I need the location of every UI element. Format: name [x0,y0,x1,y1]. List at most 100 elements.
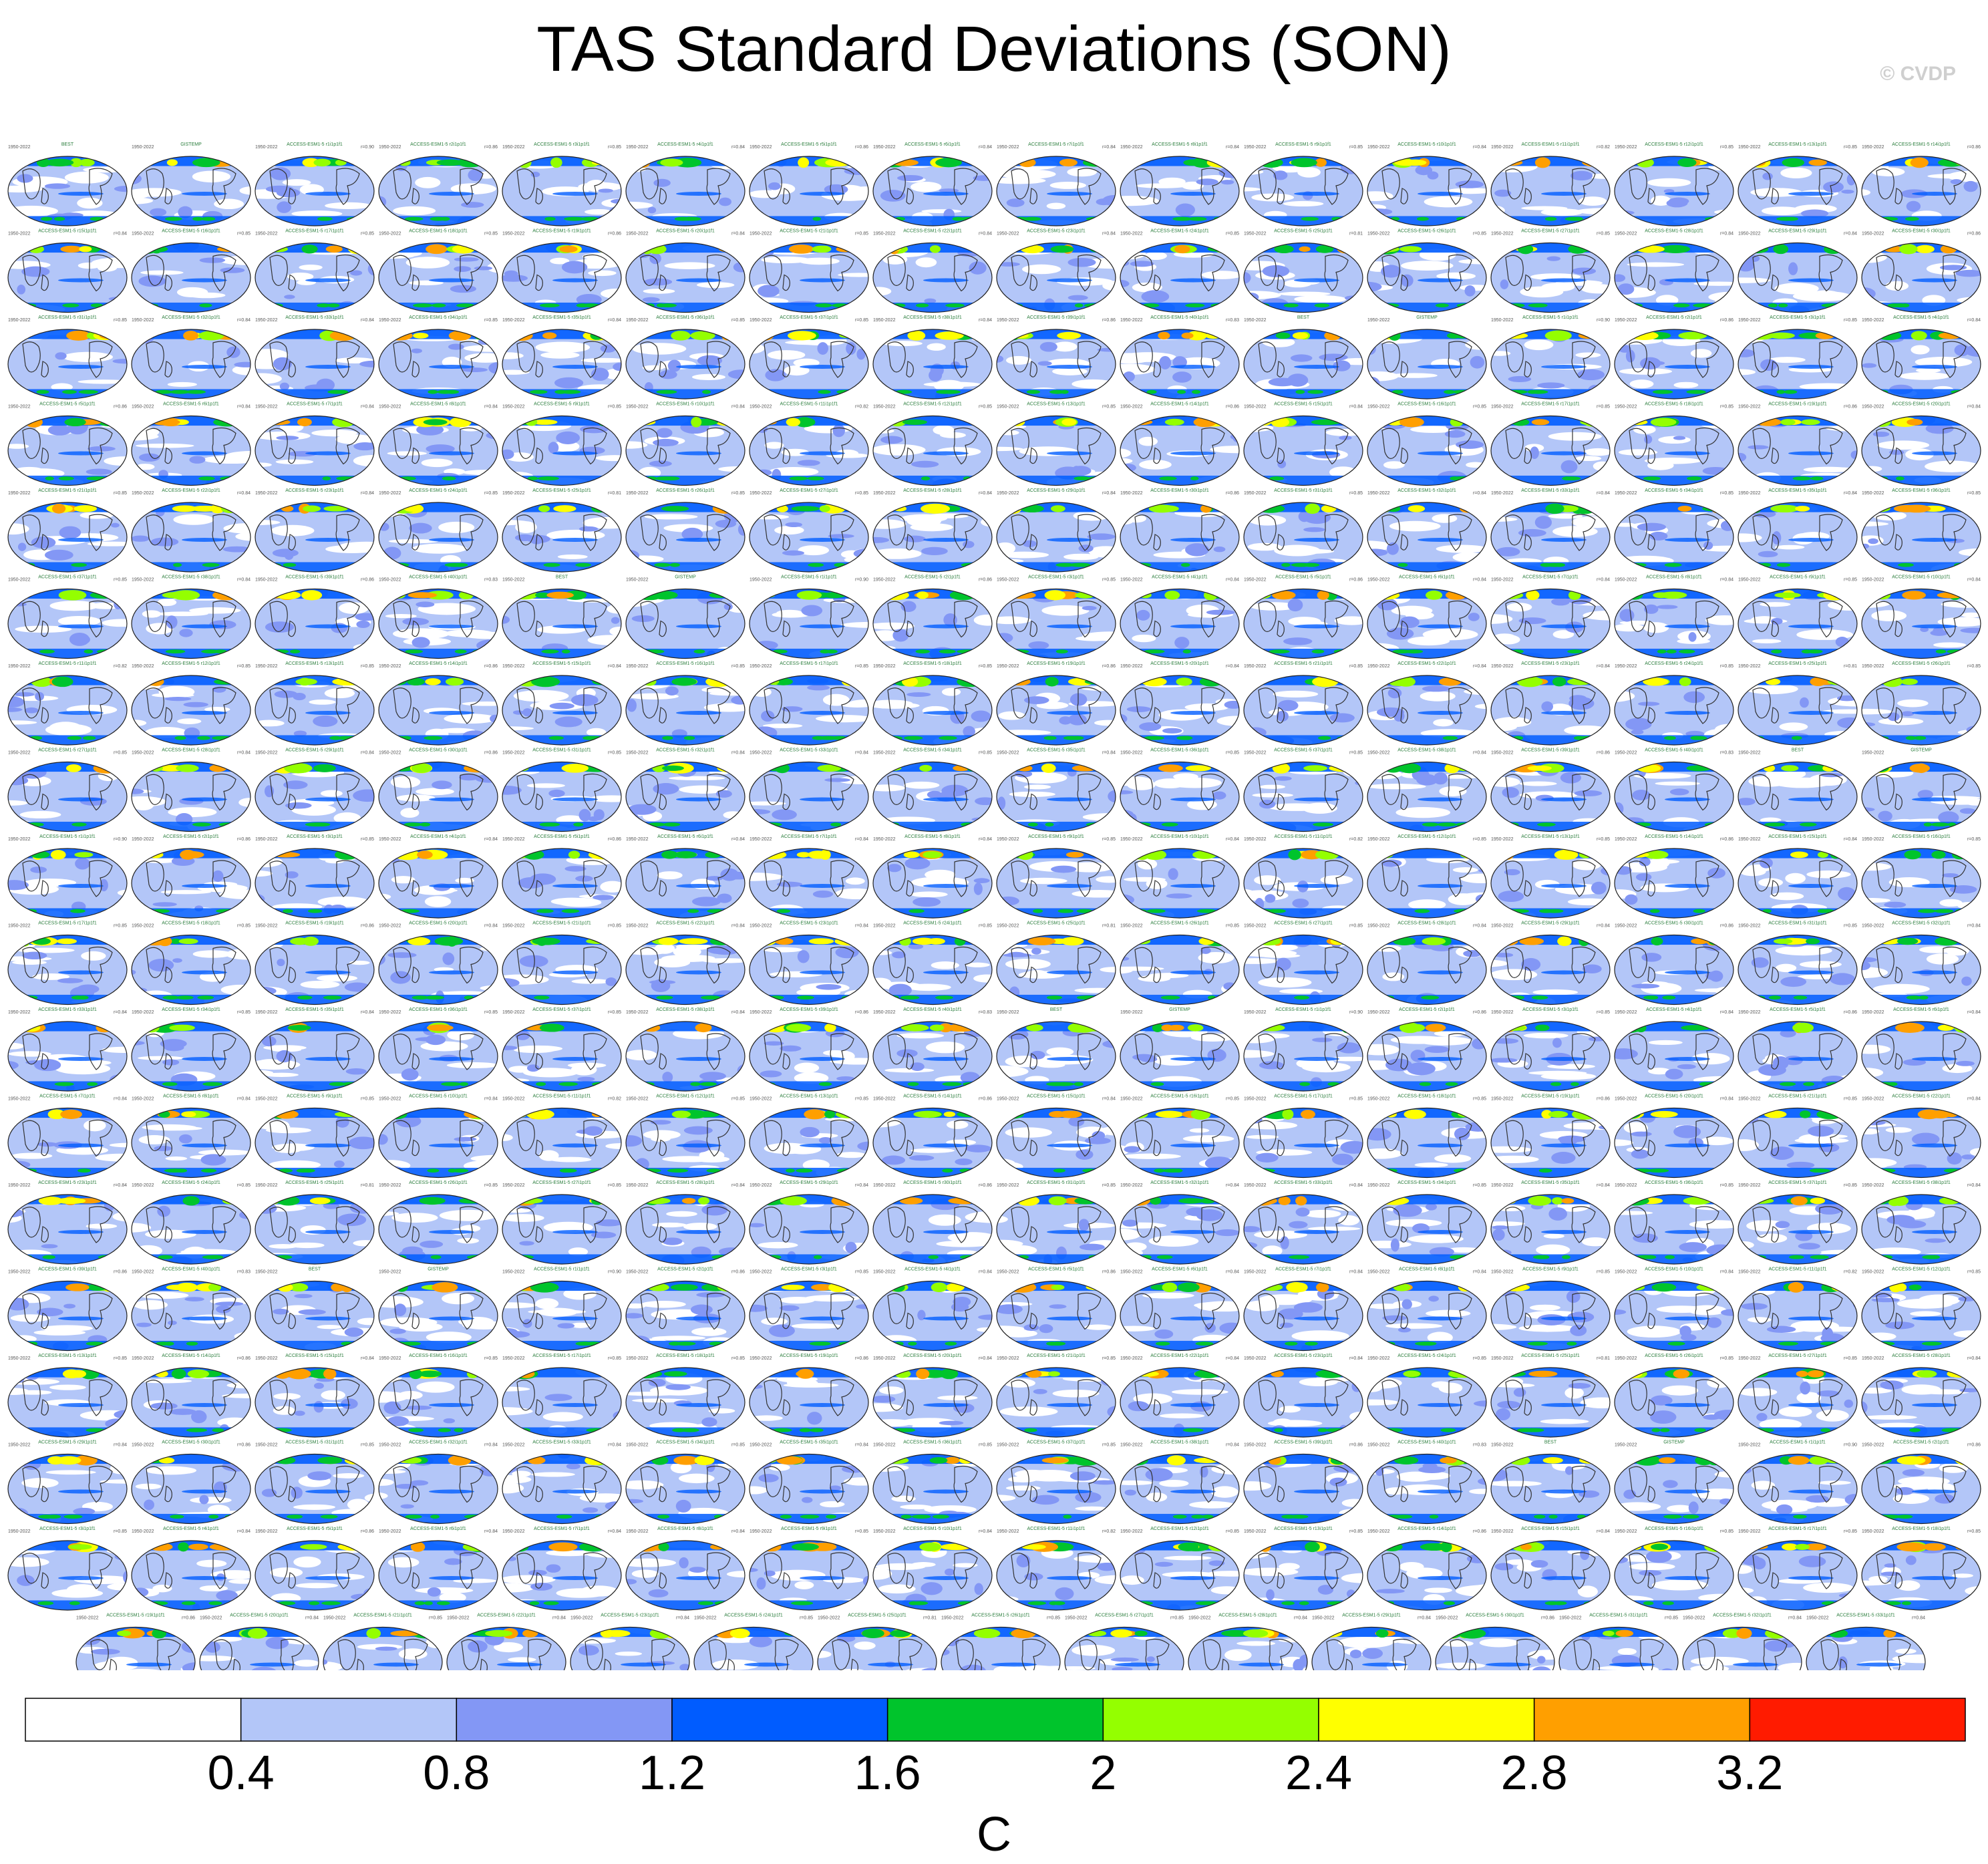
continent-outline [1077,341,1102,378]
low-variance-patch [816,715,868,723]
enso-tongue [1047,624,1092,629]
high-variance-patch [765,765,787,772]
high-variance-patch [105,765,127,772]
mid-variance-patch [997,355,1004,363]
continent-outline [1077,254,1102,292]
arctic-band [1615,935,1733,945]
high-variance-patch [598,418,610,426]
panel-title: ACCESS-ESM1-5 r30i1p1f1 [1645,921,1703,926]
panel-value: r=0.86 [114,405,127,410]
southern-ocean-band [997,648,1116,659]
southern-variance-patch [476,909,491,913]
mid-variance-patch [234,591,251,597]
continent-outline [640,168,659,200]
low-variance-patch [607,604,621,614]
panel-period: 1950-2022 [626,318,649,323]
panel-period: 1950-2022 [379,924,401,929]
high-variance-patch [1702,506,1728,512]
low-variance-patch [1615,676,1640,685]
southern-variance-patch [1422,822,1439,827]
panel-title: ACCESS-ESM1-5 r19i1p1f1 [285,921,344,926]
high-variance-patch [721,331,734,341]
panel-value: r=0.85 [1844,924,1857,929]
high-variance-patch [464,764,491,773]
enso-tongue [1541,711,1587,715]
panel-title: ACCESS-ESM1-5 r27i1p1f1 [1521,229,1580,234]
southern-variance-patch [663,822,681,827]
low-variance-patch [998,711,1025,720]
mid-variance-patch [1615,274,1626,282]
high-variance-patch [45,158,74,167]
mid-variance-patch [109,1074,127,1086]
southern-variance-patch [729,390,738,394]
panel-value: r=0.84 [361,491,374,496]
high-variance-patch [561,764,589,773]
southern-variance-patch [683,736,695,740]
southern-variance-patch [1664,736,1676,740]
panel-period: 1950-2022 [132,491,154,496]
continent-outline [164,188,172,204]
enso-tongue [1418,711,1463,715]
panel-period: 1950-2022 [997,318,1019,323]
high-variance-patch [64,418,86,427]
high-variance-patch [1291,158,1317,168]
panel-period: 1950-2022 [502,405,525,410]
low-variance-patch [450,183,496,194]
continent-outline [764,341,782,373]
enso-tongue [1788,970,1834,975]
map-frame [255,329,375,400]
enso-tongue [1047,451,1092,456]
high-variance-patch [21,1024,41,1032]
low-variance-patch [132,1022,157,1030]
southern-variance-patch [818,390,831,394]
panel-value: r=0.86 [484,664,498,669]
mid-variance-patch [1377,598,1397,611]
high-variance-patch [1124,419,1153,426]
southern-variance-patch [71,822,87,827]
mid-variance-patch [1772,531,1782,545]
map-frame [255,242,375,313]
mid-variance-patch [270,167,291,180]
panel-period: 1950-2022 [1491,578,1514,583]
mid-variance-patch [750,825,758,832]
southern-ocean-band [997,735,1116,745]
arctic-band [1615,762,1733,772]
enso-tongue [1294,711,1339,715]
low-variance-patch [1173,773,1198,780]
mid-variance-patch [1644,435,1653,444]
mid-variance-patch [723,603,733,611]
panel-period: 1950-2022 [8,232,31,237]
enso-tongue [1541,192,1587,196]
mid-variance-patch [739,687,745,693]
southern-variance-patch [1380,303,1399,308]
mid-variance-patch [1666,198,1688,208]
mid-variance-patch [1835,637,1849,647]
arctic-band [1244,502,1363,512]
mid-variance-patch [906,692,931,697]
mid-variance-patch [134,218,145,224]
southern-variance-patch [1679,649,1695,654]
mid-variance-patch [1120,894,1135,905]
mid-variance-patch [880,190,906,202]
southern-variance-patch [354,390,369,394]
mid-variance-patch [15,395,26,399]
arctic-band [8,1022,127,1032]
continent-outline [906,361,914,377]
panel-value: r=0.85 [114,491,127,496]
panel-value: r=0.85 [1226,924,1239,929]
southern-variance-patch [1369,736,1388,740]
panel-title: ACCESS-ESM1-5 r6i1p1f1 [163,402,219,407]
southern-ocean-band [8,648,127,659]
southern-variance-patch [1416,216,1429,221]
southern-variance-patch [289,649,301,654]
panel-period: 1950-2022 [1738,837,1761,842]
low-variance-patch [342,305,371,313]
enso-tongue [58,970,104,975]
low-variance-patch [132,197,154,204]
panel-value: r=0.85 [979,405,992,410]
panel-title: ACCESS-ESM1-5 r32i1p1f1 [656,748,715,753]
